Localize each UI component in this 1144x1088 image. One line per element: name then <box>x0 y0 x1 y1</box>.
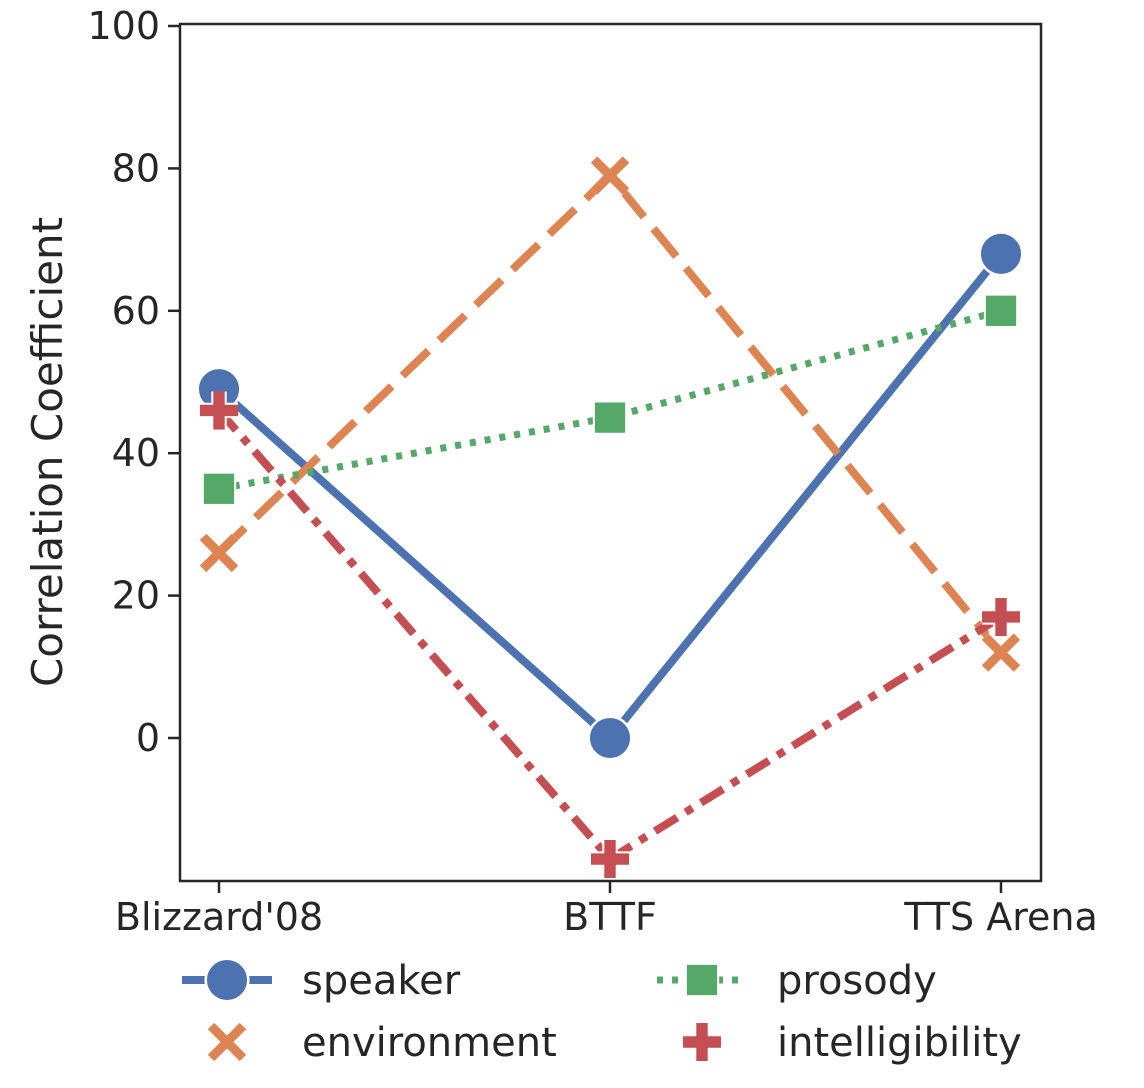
y-tick-label: 0 <box>136 716 160 760</box>
legend-item-intelligibility: intelligibility <box>683 1020 1022 1066</box>
legend-item-speaker: speaker <box>182 957 461 1004</box>
legend-label-environment: environment <box>302 1020 557 1066</box>
y-tick-label: 40 <box>112 431 160 475</box>
legend-marker-speaker <box>204 957 250 1003</box>
y-tick-label: 80 <box>112 146 160 190</box>
series-intelligibility <box>200 391 1020 879</box>
series-prosody <box>201 293 1019 506</box>
x-tick-label: TTS Arena <box>903 895 1098 939</box>
data-point-environment <box>980 631 1022 674</box>
legend: speaker environment prosody intelligibility <box>182 957 1022 1066</box>
data-point-prosody <box>592 400 628 435</box>
data-point-environment <box>198 532 240 574</box>
data-point-prosody <box>983 293 1019 328</box>
series-line-speaker <box>216 251 1005 742</box>
data-point-intelligibility <box>982 597 1020 636</box>
y-tick-label: 60 <box>112 289 160 333</box>
plot-area <box>196 154 1024 879</box>
x-tick-label: Blizzard'08 <box>115 895 323 939</box>
axes: 0 20 40 60 80 100 Blizzard'08 BTTF TTS Arena <box>87 4 1097 939</box>
data-point-prosody <box>201 471 237 506</box>
legend-marker-environment <box>206 1021 248 1063</box>
legend-marker-intelligibility <box>683 1023 721 1061</box>
x-tick-label: BTTF <box>563 895 657 939</box>
legend-item-prosody: prosody <box>657 958 937 1004</box>
series-speaker <box>196 231 1024 761</box>
data-point-environment <box>589 154 631 197</box>
legend-marker-prosody <box>684 962 720 998</box>
legend-label-speaker: speaker <box>302 958 461 1004</box>
series-environment <box>198 154 1022 674</box>
data-point-intelligibility <box>200 391 238 430</box>
data-point-speaker <box>587 715 633 761</box>
data-point-intelligibility <box>591 840 629 879</box>
y-tick-label: 20 <box>112 574 160 618</box>
legend-item-environment: environment <box>206 1020 557 1066</box>
data-point-speaker <box>978 231 1024 277</box>
y-tick-label: 100 <box>87 4 160 48</box>
series-line-intelligibility <box>215 407 1004 864</box>
y-axis-title: Correlation Coefficient <box>23 217 72 687</box>
legend-label-intelligibility: intelligibility <box>777 1020 1022 1066</box>
legend-label-prosody: prosody <box>777 958 937 1004</box>
